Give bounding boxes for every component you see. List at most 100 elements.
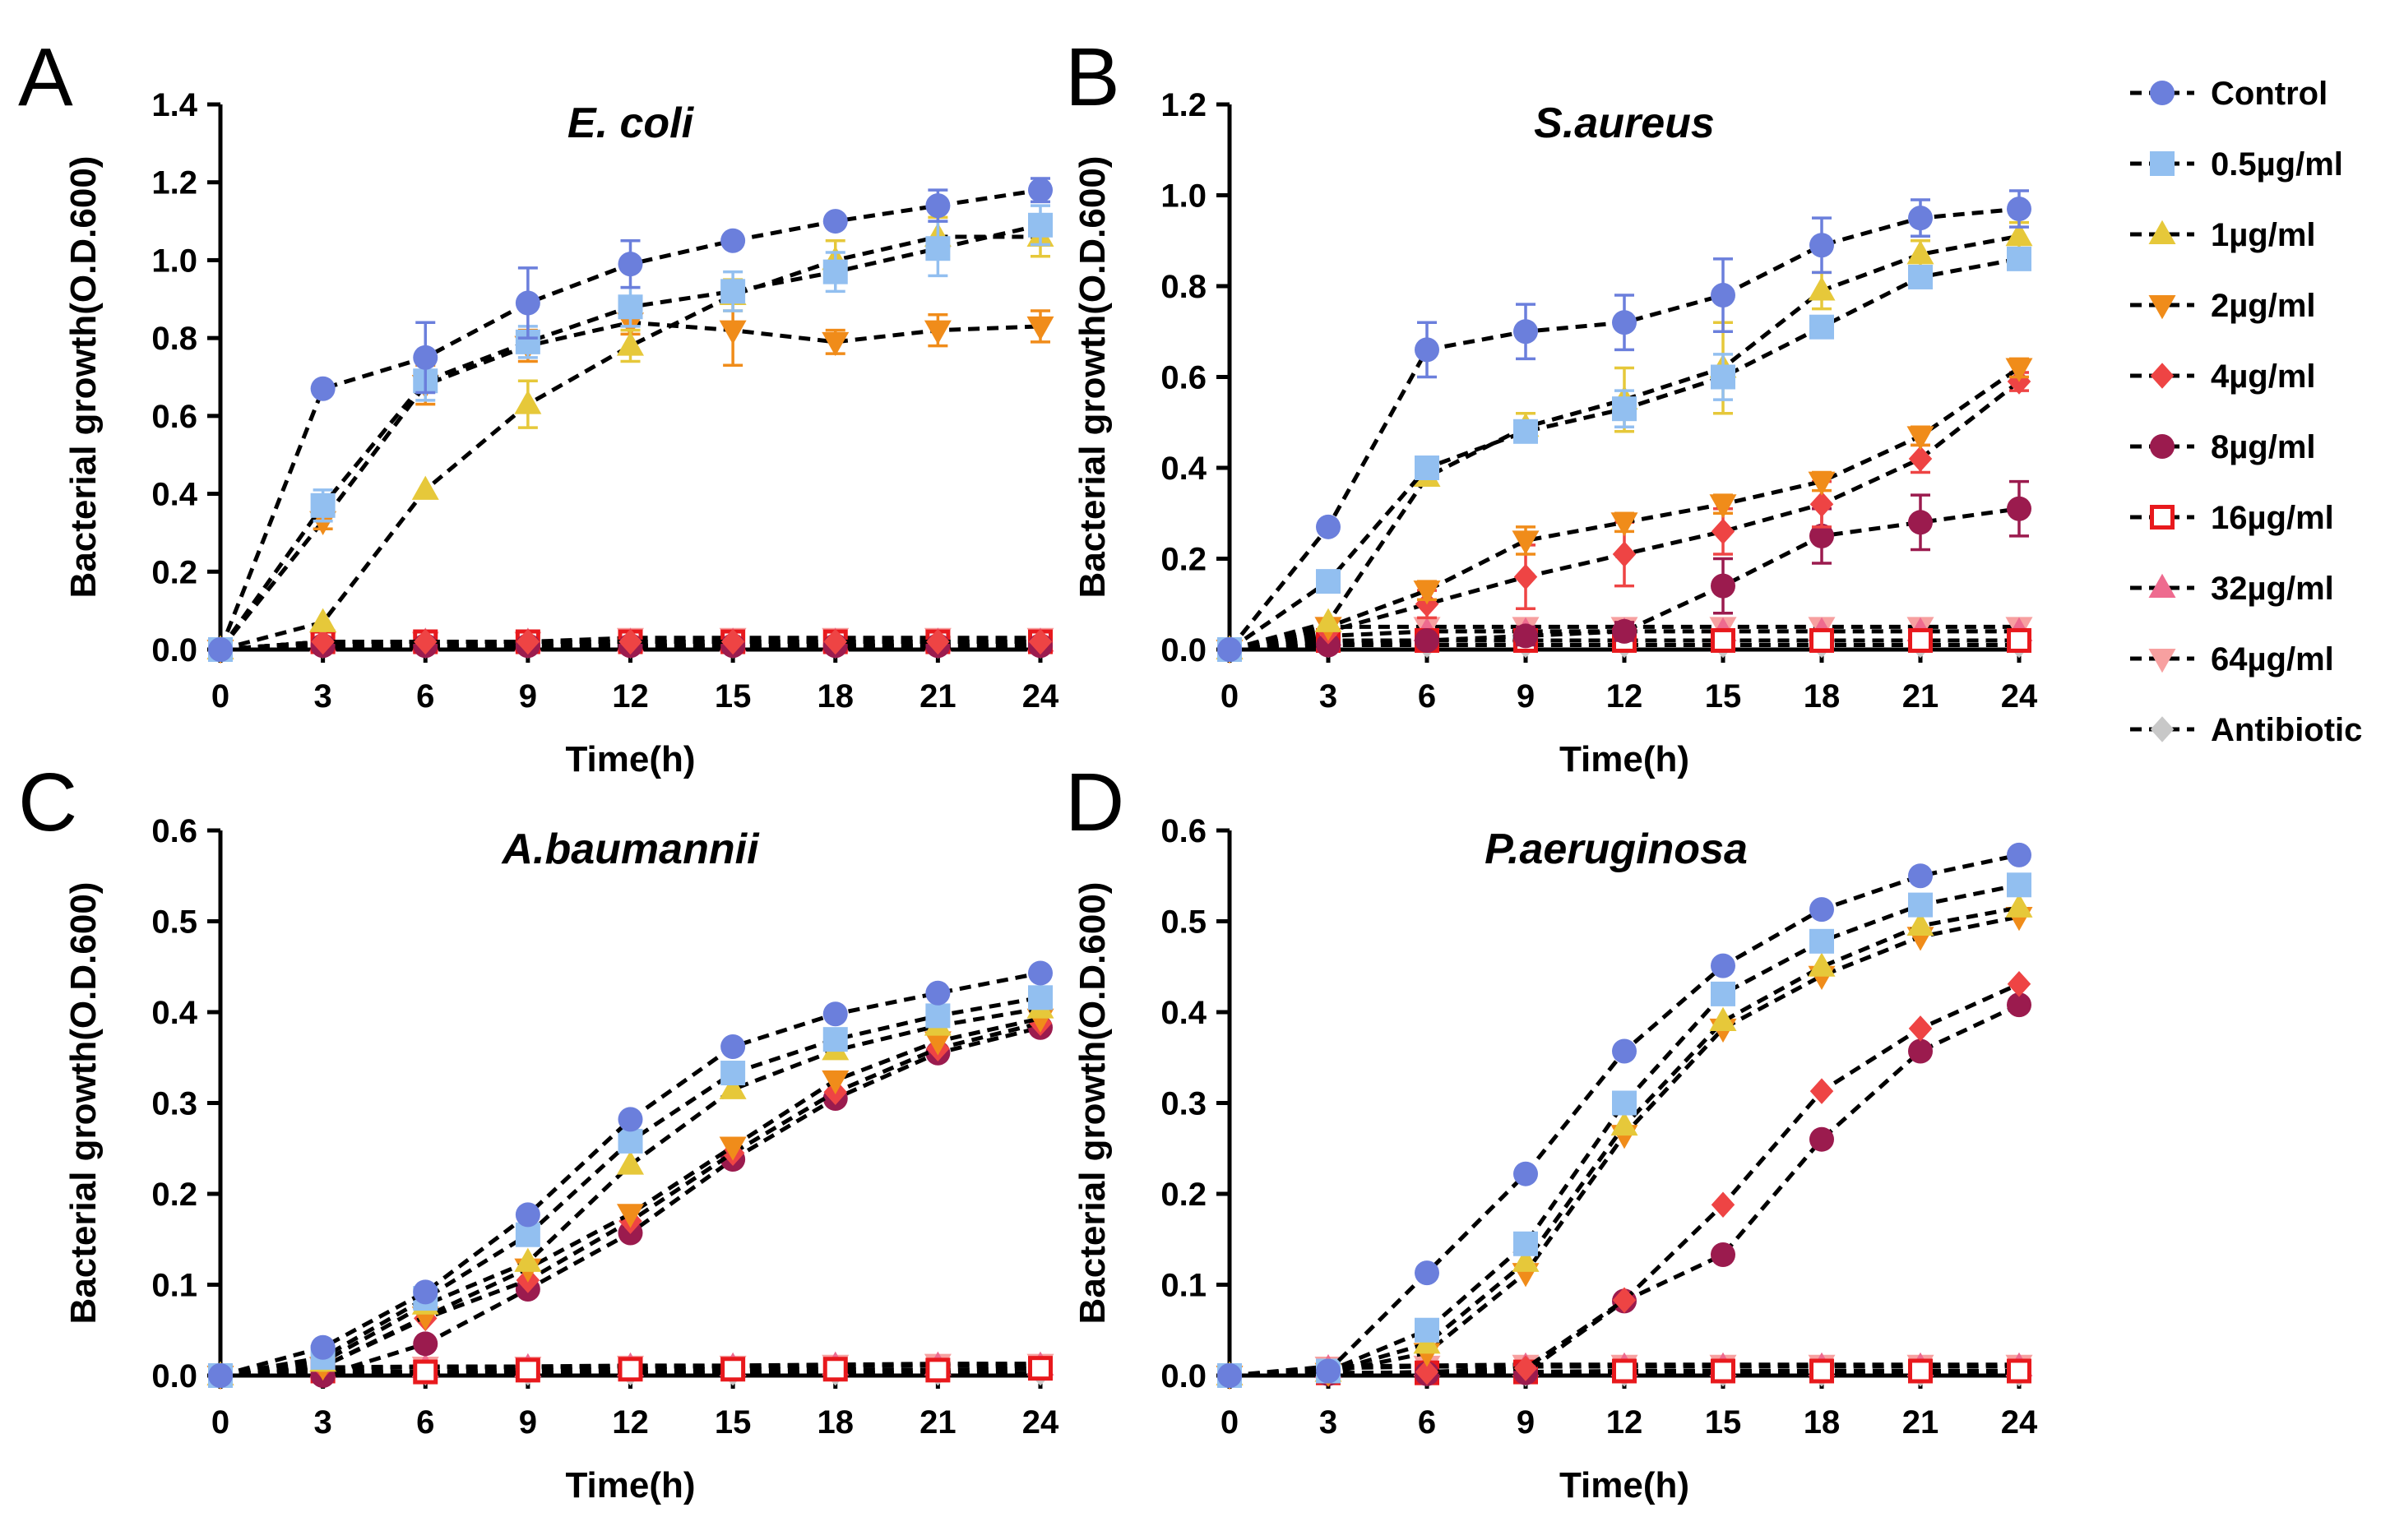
data-point xyxy=(1028,178,1053,203)
series-4-g-ml xyxy=(208,1010,1053,1389)
y-tick-label: 1.2 xyxy=(151,165,197,201)
series-line xyxy=(220,995,1041,1378)
data-point xyxy=(1512,1247,1540,1272)
data-point xyxy=(720,228,746,253)
data-point xyxy=(720,1357,746,1382)
data-point xyxy=(1316,632,1341,658)
legend-marker xyxy=(2150,505,2175,530)
legend-label: Control xyxy=(2211,76,2328,112)
y-tick-label: 0.1 xyxy=(151,1268,197,1304)
y-tick-label: 1.2 xyxy=(1160,87,1207,123)
data-point xyxy=(1809,1358,1834,1384)
series-control xyxy=(1217,189,2031,662)
legend-marker xyxy=(2150,81,2175,105)
legend-marker xyxy=(2148,573,2176,598)
data-point xyxy=(618,1128,643,1154)
y-axis-label: Bacterial growth(O.D.600) xyxy=(63,156,104,599)
x-tick-label: 3 xyxy=(1319,678,1337,715)
data-point xyxy=(720,628,745,655)
series-2-g-ml xyxy=(206,1008,1054,1390)
series-line xyxy=(1229,982,2021,1378)
data-point xyxy=(2007,992,2031,1018)
data-point xyxy=(2005,358,2033,382)
data-point xyxy=(1809,627,1834,653)
y-tick-label: 0.6 xyxy=(151,399,197,435)
data-point xyxy=(2007,842,2031,867)
data-point xyxy=(310,1334,336,1360)
legend-entry: 1µg/ml xyxy=(2130,217,2316,253)
data-point xyxy=(925,980,951,1006)
y-tick-label: 0.4 xyxy=(1160,995,1207,1031)
legend-label: 4µg/ml xyxy=(2211,358,2316,395)
data-point xyxy=(1709,1006,1737,1032)
data-point xyxy=(924,320,952,345)
series-line xyxy=(1229,629,2019,652)
data-point xyxy=(720,279,746,304)
x-tick-label: 12 xyxy=(1606,1404,1643,1441)
y-tick-label: 0.2 xyxy=(1160,1177,1207,1213)
y-tick-label: 0.2 xyxy=(1160,542,1207,578)
data-point xyxy=(1908,627,1933,653)
x-tick-label: 18 xyxy=(1804,1404,1841,1441)
y-tick-label: 0.0 xyxy=(151,1358,197,1394)
legend-label: 2µg/ml xyxy=(2211,288,2316,324)
y-tick-label: 0.6 xyxy=(151,813,197,849)
legend-entry: 4µg/ml xyxy=(2130,358,2316,395)
data-point xyxy=(1513,1231,1538,1256)
y-tick-label: 0.0 xyxy=(1160,1358,1207,1394)
data-point xyxy=(1808,952,1836,977)
data-point xyxy=(719,320,747,345)
data-point xyxy=(1513,1161,1538,1186)
legend-marker xyxy=(2150,151,2175,176)
data-point xyxy=(208,637,233,662)
data-point xyxy=(2007,246,2031,271)
data-point xyxy=(1415,337,1439,363)
data-point xyxy=(1612,1038,1637,1064)
data-point xyxy=(1711,1242,1735,1268)
data-point xyxy=(1612,1358,1637,1384)
series-line xyxy=(220,1363,1040,1378)
data-point xyxy=(1316,569,1341,594)
data-point xyxy=(1711,953,1735,978)
x-tick-label: 18 xyxy=(818,678,855,715)
series-line xyxy=(220,1366,1041,1378)
data-point xyxy=(1612,310,1637,335)
data-point xyxy=(2005,221,2033,247)
legend-marker xyxy=(2148,649,2176,673)
legend-marker xyxy=(2148,220,2176,244)
data-point xyxy=(1908,1038,1933,1064)
panel-letter: D xyxy=(1065,756,1124,849)
series-line xyxy=(220,1020,1041,1378)
x-tick-label: 12 xyxy=(612,678,649,715)
data-point xyxy=(1026,316,1054,341)
data-point xyxy=(1908,892,1933,918)
series-0-5-g-ml xyxy=(208,985,1053,1388)
data-point xyxy=(2007,627,2031,653)
legend-entry: 0.5µg/ml xyxy=(2130,146,2343,183)
x-axis-label: Time(h) xyxy=(1559,739,1689,779)
series-0-5-g-ml xyxy=(1217,246,2031,662)
data-point xyxy=(1610,512,1638,537)
series-line xyxy=(1229,882,2020,1378)
data-point xyxy=(1612,618,1637,644)
y-tick-label: 0.0 xyxy=(1160,632,1207,668)
y-tick-label: 1.0 xyxy=(151,243,197,279)
data-point xyxy=(516,628,540,655)
legend-marker xyxy=(2150,363,2175,389)
legend-entry: Antibiotic xyxy=(2130,712,2362,748)
y-tick-label: 0.8 xyxy=(151,321,197,357)
data-point xyxy=(617,1204,644,1228)
legend-entry: 16µg/ml xyxy=(2130,500,2334,536)
y-axis-label: Bacterial growth(O.D.600) xyxy=(63,882,104,1325)
x-tick-label: 9 xyxy=(519,678,537,715)
data-point xyxy=(1316,1358,1341,1384)
data-point xyxy=(617,1150,644,1175)
data-point xyxy=(2007,970,2031,997)
data-point xyxy=(1028,212,1053,238)
y-tick-label: 0.6 xyxy=(1160,813,1207,849)
y-axis-label: Bacterial growth(O.D.600) xyxy=(1072,882,1113,1325)
series-4-g-ml xyxy=(1217,970,2031,1389)
legend-label: 1µg/ml xyxy=(2211,217,2316,253)
x-tick-label: 24 xyxy=(1022,1404,1059,1441)
data-point xyxy=(1415,1358,1439,1385)
